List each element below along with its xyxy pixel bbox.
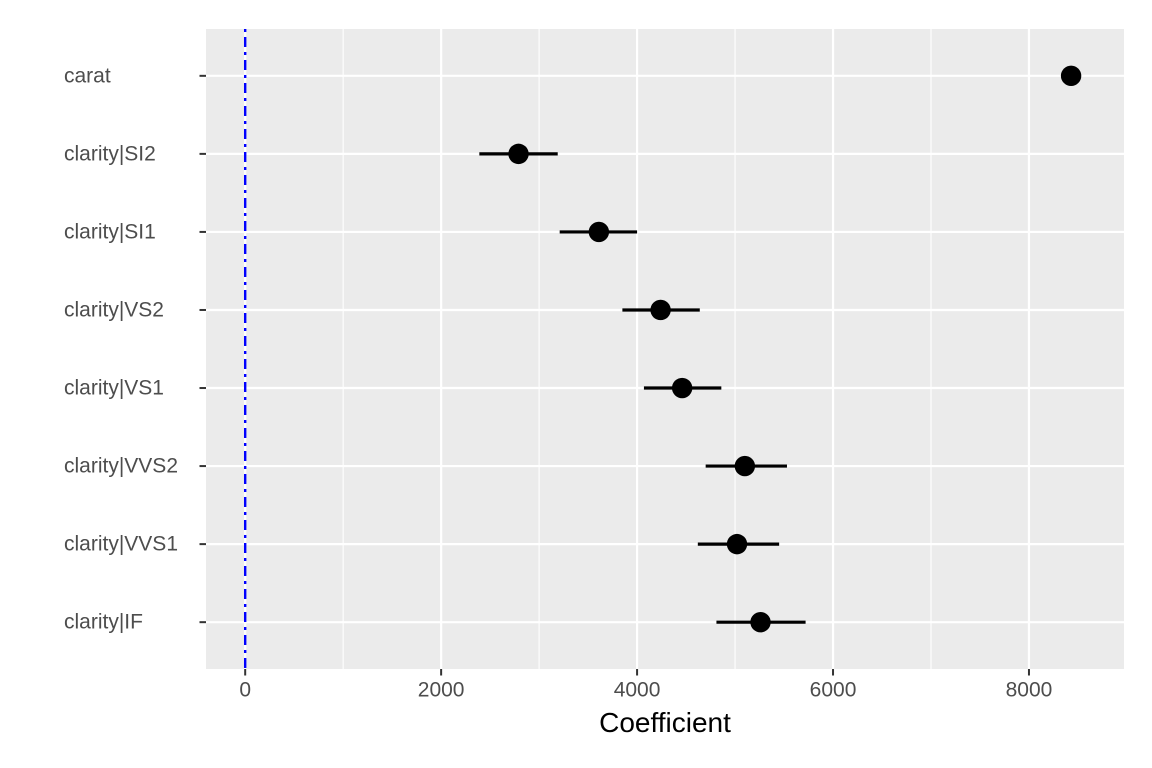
x-axis-tick-label: 6000	[810, 679, 857, 702]
y-axis-label: clarity|IF	[64, 611, 143, 634]
data-point	[588, 221, 610, 243]
data-point	[1060, 65, 1082, 87]
data-point	[650, 299, 671, 321]
x-axis-tick-label: 8000	[1006, 679, 1053, 702]
y-axis-label: clarity|VVS2	[64, 455, 178, 478]
y-axis-label: clarity|SI1	[64, 220, 156, 243]
y-axis-label: clarity|VS2	[64, 298, 164, 321]
data-point	[750, 611, 771, 633]
y-axis-label: clarity|VVS1	[64, 533, 178, 556]
data-point	[726, 533, 748, 555]
y-axis-label: clarity|SI2	[64, 142, 156, 165]
y-axis-label: carat	[64, 64, 111, 87]
x-axis-tick-label: 2000	[418, 679, 465, 702]
data-point	[508, 143, 529, 165]
plot-panel	[206, 29, 1124, 669]
x-axis-tick-label: 0	[239, 679, 251, 702]
data-point	[671, 377, 693, 399]
x-axis-tick-label: 4000	[614, 679, 661, 702]
data-point	[734, 455, 756, 477]
y-axis-label: clarity|VS1	[64, 377, 164, 400]
x-axis-title: Coefficient	[599, 707, 731, 738]
